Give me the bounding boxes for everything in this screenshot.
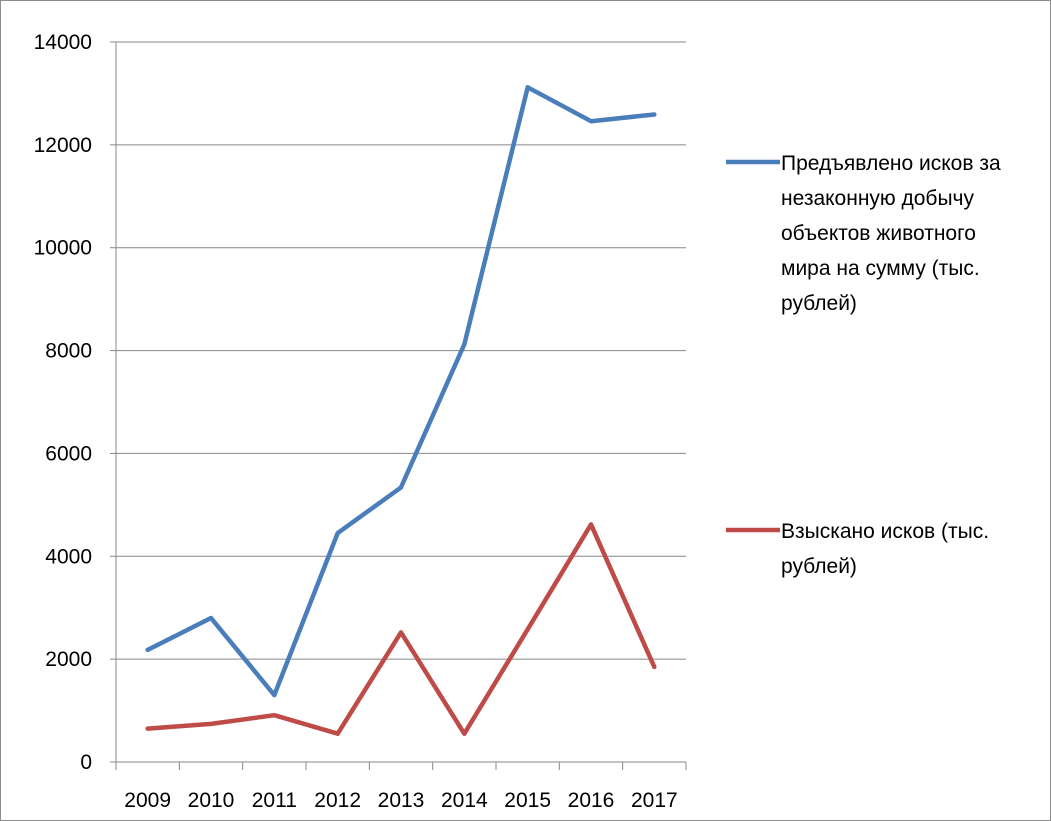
x-tick-label: 2010 [188,789,235,812]
legend-label: Взыскано исков (тыс. [781,520,989,543]
legend-label: рублей) [781,292,857,315]
y-tick-label: 0 [80,751,92,774]
data-point [272,693,277,698]
y-tick-label: 10000 [34,237,92,260]
data-point [399,630,403,635]
legend-label: объектов животного [781,222,976,245]
data-point [652,112,657,117]
legend-label: мира на сумму (тыс. [781,257,980,280]
y-tick-label: 4000 [45,545,92,568]
x-tick-label: 2011 [252,789,297,812]
x-tick-label: 2014 [441,789,488,812]
x-tick-label: 2017 [631,789,678,812]
data-point [462,731,467,736]
data-point [652,664,657,669]
data-point [145,726,150,731]
y-tick-label: 14000 [34,31,92,54]
x-tick-label: 2013 [378,789,425,812]
x-tick-label: 2015 [504,789,551,812]
legend-label: Предъявлено исков за [781,152,1001,175]
data-point [209,721,213,726]
legend-label: незаконную добычу [781,187,974,210]
x-tick-label: 2009 [124,789,171,812]
data-point [525,85,530,90]
gridlines [116,41,686,660]
series-lines [145,85,657,736]
legend-entry-2: Взыскано исков (тыс. рублей) [726,520,989,578]
y-tick-label: 8000 [45,340,92,363]
data-point [462,342,467,347]
data-point [209,616,213,620]
data-point [335,531,340,536]
data-point [525,627,530,632]
x-tick-label: 2012 [314,789,361,812]
y-axis: 0 2000 4000 6000 8000 10000 12000 14000 [34,31,117,774]
data-point [272,713,277,718]
data-point [335,731,340,736]
legend-label: рублей) [781,555,857,578]
legend: Предъявлено исков за незаконную добычу объ… [726,152,1001,578]
data-point [589,119,593,124]
y-tick-label: 2000 [45,648,92,671]
data-point [589,522,593,527]
y-tick-label: 12000 [34,134,92,157]
data-point [145,647,150,652]
series-line-1 [145,85,657,698]
x-tick-label: 2016 [568,789,615,812]
y-tick-label: 6000 [45,442,92,465]
x-axis: 2009 2010 2011 2012 2013 2014 2015 2016 2017 [115,761,687,812]
legend-entry-1: Предъявлено исков за незаконную добычу объ… [726,152,1001,315]
data-point [399,485,403,490]
